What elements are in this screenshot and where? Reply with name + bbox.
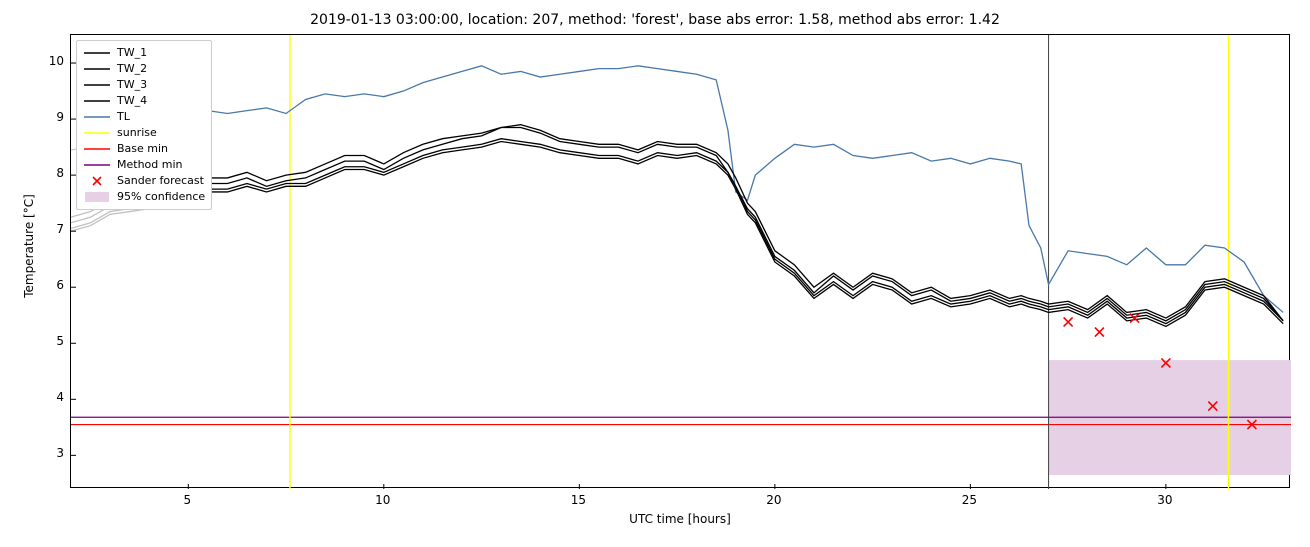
legend-label: Base min xyxy=(117,142,168,157)
legend-swatch xyxy=(83,94,111,108)
x-tick-label: 20 xyxy=(764,493,784,507)
y-tick-label: 3 xyxy=(38,446,64,460)
y-tick-label: 10 xyxy=(38,54,64,68)
plot-area xyxy=(70,34,1290,488)
x-tick-label: 15 xyxy=(568,493,588,507)
y-tick-label: 4 xyxy=(38,390,64,404)
legend-item: Method min xyxy=(83,157,205,173)
y-tick-label: 6 xyxy=(38,278,64,292)
legend-item: 95% confidence xyxy=(83,189,205,205)
chart-title: 2019-01-13 03:00:00, location: 207, meth… xyxy=(0,12,1310,28)
legend-swatch xyxy=(83,190,111,204)
y-tick-label: 8 xyxy=(38,166,64,180)
legend-item: Sander forecast xyxy=(83,173,205,189)
plot-svg xyxy=(71,35,1291,489)
legend-label: sunrise xyxy=(117,126,157,141)
legend-item: TW_3 xyxy=(83,77,205,93)
legend-item: TW_1 xyxy=(83,45,205,61)
y-axis-label: Temperature [°C] xyxy=(22,176,36,316)
legend-label: TW_3 xyxy=(117,78,147,93)
legend-swatch xyxy=(83,62,111,76)
legend: TW_1TW_2TW_3TW_4TLsunriseBase minMethod … xyxy=(76,40,212,210)
legend-label: TL xyxy=(117,110,130,125)
legend-item: TW_2 xyxy=(83,61,205,77)
x-tick-label: 25 xyxy=(959,493,979,507)
x-tick-label: 30 xyxy=(1155,493,1175,507)
legend-label: Method min xyxy=(117,158,183,173)
legend-label: Sander forecast xyxy=(117,174,204,189)
y-tick-label: 9 xyxy=(38,110,64,124)
legend-swatch xyxy=(83,158,111,172)
legend-item: sunrise xyxy=(83,125,205,141)
legend-swatch xyxy=(83,78,111,92)
legend-swatch xyxy=(83,110,111,124)
x-axis-label: UTC time [hours] xyxy=(70,512,1290,526)
x-tick-label: 5 xyxy=(177,493,197,507)
legend-swatch xyxy=(83,142,111,156)
legend-label: TW_2 xyxy=(117,62,147,77)
x-tick-label: 10 xyxy=(373,493,393,507)
y-tick-label: 5 xyxy=(38,334,64,348)
figure: 2019-01-13 03:00:00, location: 207, meth… xyxy=(0,0,1310,547)
legend-swatch xyxy=(83,126,111,140)
legend-swatch xyxy=(83,174,111,188)
legend-swatch xyxy=(83,46,111,60)
legend-item: TL xyxy=(83,109,205,125)
legend-item: TW_4 xyxy=(83,93,205,109)
legend-label: 95% confidence xyxy=(117,190,205,205)
y-tick-label: 7 xyxy=(38,222,64,236)
legend-label: TW_4 xyxy=(117,94,147,109)
legend-label: TW_1 xyxy=(117,46,147,61)
legend-item: Base min xyxy=(83,141,205,157)
